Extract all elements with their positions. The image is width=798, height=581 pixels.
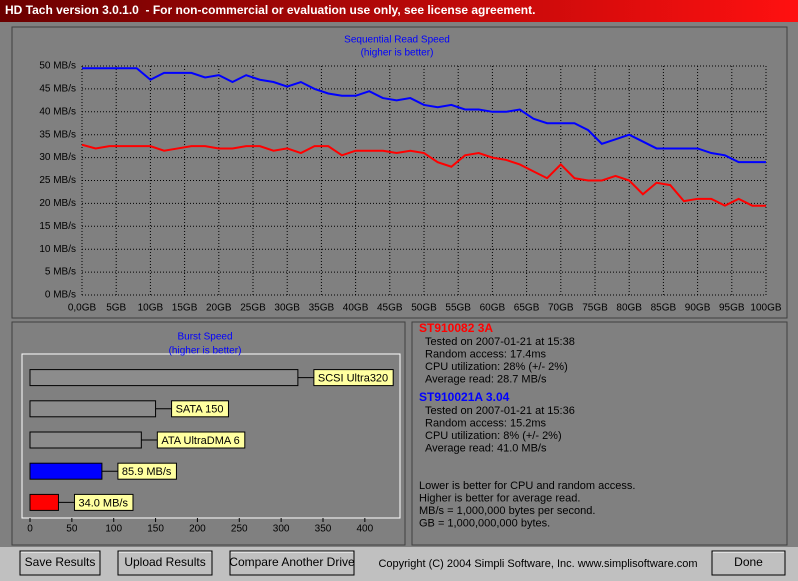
- label-box: [313, 369, 394, 387]
- drive-stat: Tested on 2007-01-21 at 15:36: [425, 405, 575, 417]
- read-line: [82, 67, 766, 164]
- x-tick-label: 300: [273, 524, 290, 535]
- drive-name: ST910082 3A: [419, 321, 493, 335]
- drive-stat: Average read: 41.0 MB/s: [425, 442, 547, 454]
- x-tick-label: 50GB: [411, 303, 437, 314]
- burst-bar: [29, 493, 59, 511]
- read-line: [81, 143, 766, 207]
- note: MB/s = 1,000,000 bytes per second.: [419, 505, 595, 517]
- x-tick-label: 30GB: [274, 303, 300, 314]
- drive-stat: CPU utilization: 28% (+/- 2%): [425, 361, 568, 373]
- button-label[interactable]: Done: [734, 555, 763, 569]
- info-panel: [411, 321, 788, 546]
- burst-bar: [29, 462, 103, 480]
- read-panel: [11, 26, 788, 319]
- note: GB = 1,000,000,000 bytes.: [419, 517, 550, 529]
- y-tick-label: 15 MB/s: [39, 221, 76, 232]
- chart-title: Burst Speed: [177, 332, 232, 343]
- burst-bar: [29, 369, 299, 387]
- x-tick-label: 75GB: [582, 303, 608, 314]
- chart-subtitle: (higher is better): [169, 346, 242, 357]
- label-box: [171, 400, 229, 418]
- x-tick-label: 5GB: [106, 303, 126, 314]
- x-tick-label: 70GB: [548, 303, 574, 314]
- y-tick-label: 20 MB/s: [39, 198, 76, 209]
- bar-label: 34.0 MB/s: [78, 497, 128, 509]
- y-tick-label: 40 MB/s: [39, 106, 76, 117]
- x-tick-label: 90GB: [685, 303, 711, 314]
- y-tick-label: 25 MB/s: [39, 175, 76, 186]
- y-tick-label: 30 MB/s: [39, 152, 76, 163]
- title-bar: [0, 0, 798, 22]
- x-tick-label: 0,0GB: [68, 303, 97, 314]
- plot-frame: [21, 353, 401, 519]
- y-tick-label: 35 MB/s: [39, 129, 76, 140]
- x-tick-label: 55GB: [445, 303, 471, 314]
- x-tick-label: 45GB: [377, 303, 403, 314]
- bar-label: SCSI Ultra320: [318, 373, 388, 385]
- drive-stat: Random access: 17.4ms: [425, 348, 547, 360]
- x-tick-label: 15GB: [172, 303, 198, 314]
- x-tick-label: 60GB: [480, 303, 506, 314]
- button[interactable]: [711, 550, 786, 576]
- y-tick-label: 0 MB/s: [45, 290, 76, 301]
- burst-bar: [29, 431, 142, 449]
- y-tick-label: 10 MB/s: [39, 244, 76, 255]
- copyright: Copyright (C) 2004 Simpli Software, Inc.…: [378, 558, 697, 570]
- label-box: [156, 431, 246, 449]
- chart-subtitle: (higher is better): [361, 48, 434, 59]
- drive-stat: Random access: 15.2ms: [425, 417, 547, 429]
- burst-bar: [29, 400, 157, 418]
- drive-stat: Average read: 28.7 MB/s: [425, 373, 547, 385]
- x-tick-label: 50: [66, 524, 78, 535]
- window-title: HD Tach version 3.0.1.0 - For non-commer…: [5, 3, 535, 17]
- bar-label: ATA UltraDMA 6: [161, 435, 239, 447]
- x-tick-label: 150: [147, 524, 164, 535]
- x-tick-label: 65GB: [514, 303, 540, 314]
- note: Higher is better for average read.: [419, 492, 580, 504]
- x-tick-label: 40GB: [343, 303, 369, 314]
- note: Lower is better for CPU and random acces…: [419, 480, 635, 492]
- x-tick-label: 200: [189, 524, 206, 535]
- chart-title: Sequential Read Speed: [344, 35, 450, 46]
- x-tick-label: 80GB: [616, 303, 642, 314]
- x-tick-label: 95GB: [719, 303, 745, 314]
- x-tick-label: 20GB: [206, 303, 232, 314]
- button[interactable]: [117, 550, 213, 576]
- x-tick-label: 25GB: [240, 303, 266, 314]
- x-tick-label: 350: [315, 524, 332, 535]
- x-tick-label: 85GB: [651, 303, 677, 314]
- label-box: [117, 462, 177, 480]
- y-tick-label: 5 MB/s: [45, 267, 76, 278]
- x-tick-label: 35GB: [309, 303, 335, 314]
- y-tick-label: 50 MB/s: [39, 61, 76, 72]
- button-label[interactable]: Save Results: [25, 555, 96, 569]
- button[interactable]: [229, 550, 355, 576]
- label-box: [73, 493, 134, 511]
- x-tick-label: 10GB: [138, 303, 164, 314]
- x-tick-label: 400: [356, 524, 373, 535]
- x-tick-label: 0: [27, 524, 33, 535]
- drive-name: ST910021A 3.04: [419, 390, 510, 404]
- button-label[interactable]: Upload Results: [124, 555, 205, 569]
- drive-stat: Tested on 2007-01-21 at 15:38: [425, 336, 575, 348]
- button-label[interactable]: Compare Another Drive: [229, 555, 355, 569]
- bar-label: 85.9 MB/s: [122, 466, 172, 478]
- x-tick-label: 100: [105, 524, 122, 535]
- button[interactable]: [19, 550, 101, 576]
- bar-label: SATA 150: [176, 404, 224, 416]
- y-tick-label: 45 MB/s: [39, 84, 76, 95]
- drive-stat: CPU utilization: 8% (+/- 2%): [425, 430, 562, 442]
- x-tick-label: 250: [231, 524, 248, 535]
- x-tick-label: 100GB: [750, 303, 781, 314]
